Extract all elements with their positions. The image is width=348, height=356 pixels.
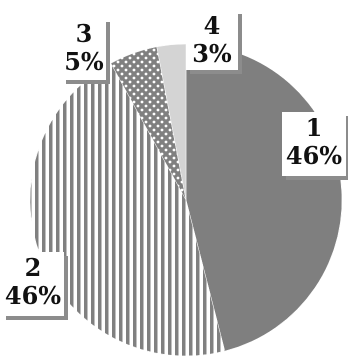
label-box (186, 10, 238, 70)
slice-percent-label: 3% (192, 39, 232, 68)
pie-slices (29, 43, 343, 356)
label-box (62, 18, 106, 80)
label-box (282, 112, 346, 176)
slice-label-3: 35% (62, 18, 110, 84)
slice-category-label: 3 (76, 19, 93, 48)
label-box (2, 252, 64, 316)
slice-label-1: 146% (282, 112, 348, 180)
pie-slice-4 (156, 43, 187, 201)
slice-category-label: 1 (306, 113, 323, 142)
pie-labels: 146%246%35%43% (2, 10, 348, 320)
slice-category-label: 4 (204, 11, 221, 40)
slice-label-4: 43% (186, 10, 242, 74)
slice-percent-label: 46% (5, 281, 61, 310)
slice-percent-label: 46% (286, 141, 342, 170)
slice-label-2: 246% (2, 252, 68, 320)
slice-percent-label: 5% (64, 47, 104, 76)
slice-category-label: 2 (25, 253, 42, 282)
